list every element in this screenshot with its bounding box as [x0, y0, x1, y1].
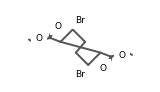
Text: O: O	[36, 34, 43, 43]
Text: O: O	[54, 22, 61, 31]
Text: Br: Br	[75, 70, 85, 79]
Text: O: O	[100, 63, 107, 72]
Text: Br: Br	[75, 16, 85, 25]
Text: O: O	[118, 51, 125, 60]
